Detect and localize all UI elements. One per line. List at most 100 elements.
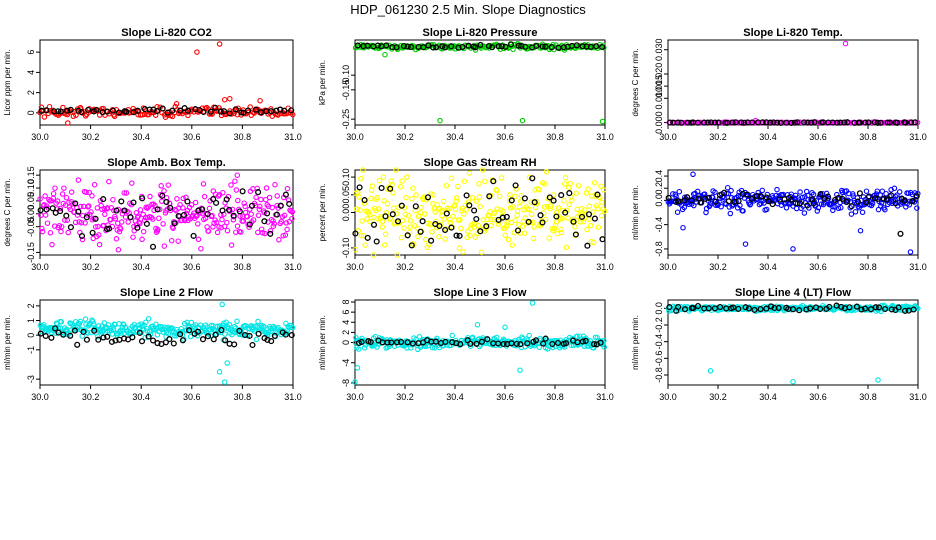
data-point: [442, 44, 449, 51]
data-point: [194, 49, 200, 55]
data-point: [770, 119, 777, 126]
data-point: [740, 208, 746, 214]
data-point: [255, 229, 261, 236]
data-point: [558, 229, 565, 236]
data-point: [473, 340, 480, 347]
data-point: [425, 42, 432, 49]
data-point: [219, 301, 225, 308]
data-point: [540, 340, 547, 347]
data-point: [231, 341, 238, 348]
data-point: [867, 306, 875, 313]
data-point: [804, 202, 811, 209]
data-point: [759, 187, 766, 194]
data-point: [430, 44, 437, 51]
data-point: [113, 236, 120, 242]
data-point: [400, 42, 407, 50]
data-point: [461, 178, 468, 185]
data-point: [157, 206, 163, 213]
data-point: [83, 214, 90, 221]
data-point: [77, 318, 84, 325]
data-point: [143, 325, 150, 332]
data-point: [78, 219, 85, 226]
data-point: [475, 222, 481, 229]
data-point: [593, 43, 600, 50]
panel-7: Slope Line 2 Flow 30.0 30.2 30.4 30.6 30.8 31.…: [3, 287, 302, 402]
data-point: [479, 167, 486, 173]
data-point: [436, 222, 443, 230]
data-point: [769, 201, 776, 208]
y-tick-label: -0.4: [654, 217, 664, 233]
x-tick-label: 30.4: [446, 262, 464, 272]
data-point: [74, 341, 81, 348]
data-point: [577, 219, 583, 225]
x-tick-label: 30.2: [709, 392, 727, 402]
data-point: [364, 216, 370, 222]
data-point: [156, 215, 162, 222]
data-point: [681, 204, 688, 211]
x-tick-label: 30.4: [759, 132, 777, 142]
data-point: [438, 221, 444, 228]
data-point: [467, 232, 473, 239]
data-point: [67, 106, 74, 113]
data-point: [253, 336, 260, 343]
data-point: [420, 44, 427, 51]
data-point: [100, 105, 107, 112]
data-point: [882, 206, 888, 213]
data-point: [361, 197, 368, 204]
data-point: [675, 198, 682, 205]
data-point: [550, 197, 557, 204]
data-point: [751, 306, 758, 313]
data-point: [125, 219, 131, 225]
data-point: [498, 175, 505, 181]
data-point: [393, 339, 401, 346]
data-point: [173, 207, 179, 214]
data-point: [359, 218, 365, 224]
data-point: [554, 339, 562, 347]
data-point: [528, 199, 534, 205]
data-point: [467, 340, 474, 347]
data-point: [724, 184, 731, 191]
data-point: [235, 197, 241, 204]
data-point: [732, 119, 739, 126]
data-point: [875, 206, 882, 213]
x-tick-label: 30.0: [346, 262, 364, 272]
data-point: [394, 252, 401, 258]
data-point: [478, 338, 485, 345]
data-point: [432, 342, 438, 348]
y-tick-label: 2: [26, 303, 36, 308]
data-point: [460, 249, 466, 255]
x-tick-label: 30.8: [859, 262, 877, 272]
data-point: [854, 198, 861, 205]
x-tick-label: 30.6: [809, 132, 827, 142]
x-tick-label: 30.6: [809, 392, 827, 402]
data-point: [399, 178, 405, 184]
data-point: [95, 223, 101, 230]
data-point: [491, 210, 497, 217]
data-point: [393, 211, 400, 217]
data-point: [204, 210, 211, 218]
data-point: [165, 182, 172, 188]
data-point: [691, 202, 697, 209]
data-point: [115, 109, 123, 116]
data-point: [123, 108, 130, 115]
data-point: [389, 211, 396, 218]
data-point: [665, 194, 672, 201]
data-point: [352, 230, 359, 237]
data-point: [897, 230, 904, 237]
data-point: [597, 339, 604, 346]
panel-title: Slope Line 4 (LT) Flow: [735, 287, 851, 299]
data-point: [224, 227, 231, 234]
data-point: [801, 119, 808, 126]
data-point: [866, 193, 873, 200]
page-title: HDP_061230 2.5 Min. Slope Diagnostics: [350, 2, 586, 17]
data-point: [110, 196, 116, 203]
data-point: [883, 196, 890, 203]
panel-title: Slope Line 2 Flow: [120, 287, 213, 299]
data-point: [485, 42, 492, 50]
data-point: [364, 234, 371, 241]
data-point: [704, 119, 711, 126]
data-point: [566, 201, 572, 208]
data-point: [136, 329, 143, 336]
data-point: [886, 119, 893, 126]
data-point: [63, 212, 70, 219]
